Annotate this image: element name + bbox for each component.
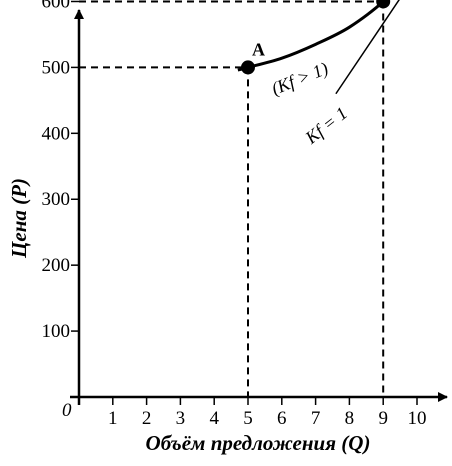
tangent-layer (335, 0, 400, 95)
origin-label: 0 (62, 400, 72, 421)
curve-annotation: (Kf > 1) (269, 58, 332, 100)
x-axis-title: Объём предложения (Q) (146, 431, 371, 455)
points-layer: AB (241, 0, 391, 75)
y-tick-label: 100 (42, 321, 71, 342)
y-tick-label: 300 (42, 189, 71, 210)
supply-curve (237, 0, 387, 72)
x-tick-label: 1 (108, 408, 118, 429)
series-layer (237, 0, 387, 72)
x-tick-label: 8 (345, 408, 355, 429)
y-tick-label: 500 (42, 57, 71, 78)
x-tick-label: 2 (142, 408, 152, 429)
tick-labels: 1 2 3 4 5 6 7 8 9 10 100 200 300 400 500 600 (42, 0, 427, 429)
point-A (241, 60, 255, 75)
axis-ticks (71, 0, 418, 405)
tangent-annotation: Kf = 1 (301, 103, 351, 148)
x-tick-label: 9 (378, 408, 388, 429)
x-tick-label: 6 (277, 408, 287, 429)
x-tick-label: 3 (176, 408, 186, 429)
x-tick-label: 4 (209, 408, 219, 429)
y-tick-label: 200 (42, 255, 71, 276)
x-tick-label: 7 (311, 408, 321, 429)
point-label-A: A (252, 39, 265, 59)
dashed-guide-lines (79, 0, 385, 397)
x-tick-label: 10 (408, 408, 427, 429)
point-B (376, 0, 391, 9)
y-tick-label: 400 (42, 123, 71, 144)
y-tick-label: 600 (42, 0, 71, 12)
y-axis-title: Цена (P) (7, 178, 31, 259)
x-tick-label: 5 (243, 408, 253, 429)
tangent-line (335, 0, 400, 95)
